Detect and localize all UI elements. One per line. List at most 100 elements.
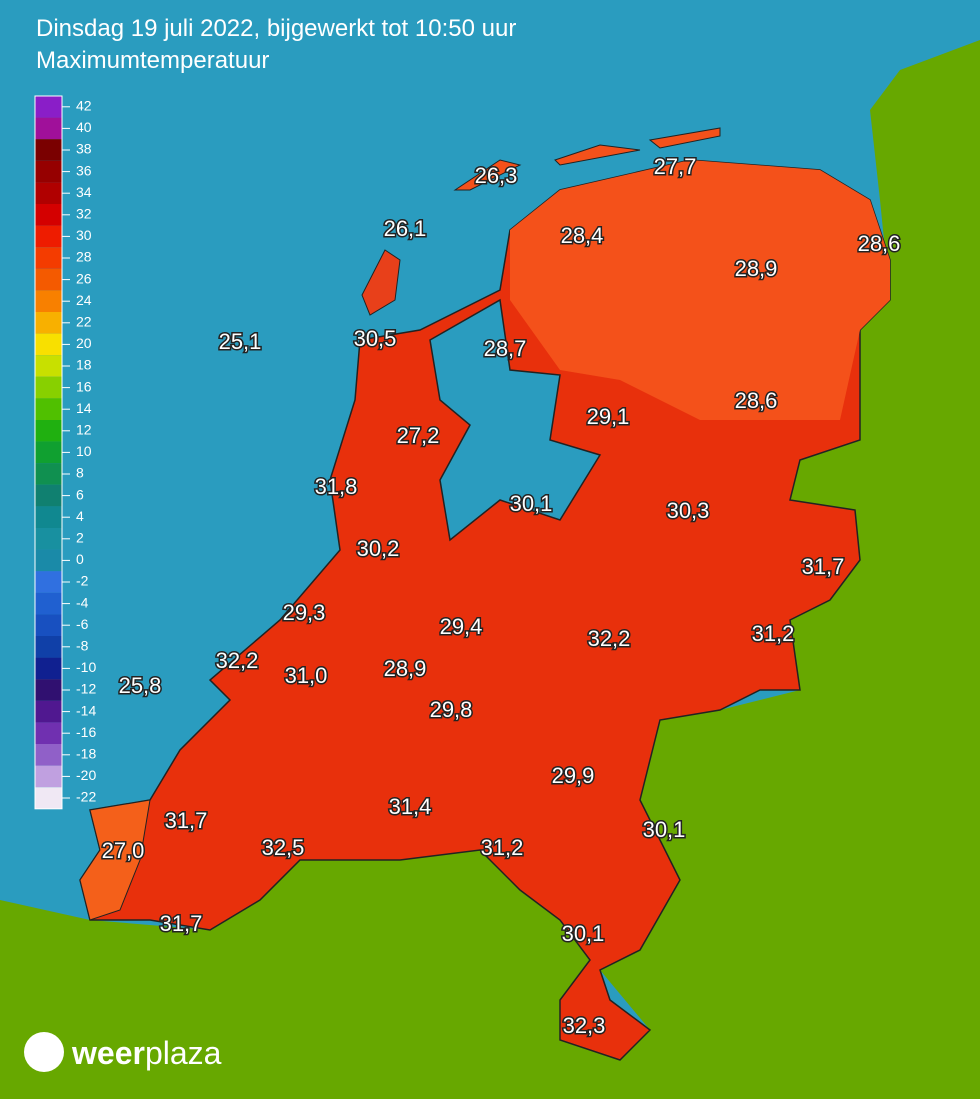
stations: 26,3 27,7 26,1 28,4 28,6 28,9 25,1 30,5 28,7 29,1…	[100, 152, 902, 1039]
legend-label: 36	[76, 162, 92, 178]
legend-swatch	[35, 549, 62, 572]
legend-frame	[34, 95, 63, 810]
legend-label: -8	[76, 638, 89, 654]
legend-label: -10	[76, 659, 96, 675]
legend-label: 8	[76, 465, 84, 481]
legend-swatch	[35, 398, 62, 420]
legend-swatch	[35, 290, 62, 312]
station-temperature: 28,6	[858, 231, 901, 256]
station-temperature: 29,3	[283, 600, 326, 625]
station-temperature: 28,9	[735, 256, 778, 281]
legend-swatch	[35, 679, 62, 701]
legend-label: 10	[76, 443, 92, 459]
legend-label: -12	[76, 681, 96, 697]
legend-label: -2	[76, 573, 89, 589]
legend-label: 14	[76, 400, 92, 416]
legend-label: 22	[76, 314, 92, 330]
zeeland-west	[79, 799, 151, 921]
station-temperature: 30,5	[354, 326, 397, 351]
logo-light: plaza	[145, 1035, 222, 1071]
station-temperature: 27,0	[102, 838, 145, 863]
title: Dinsdag 19 juli 2022, bijgewerkt tot 10:…	[36, 15, 516, 42]
station-temperature: 28,6	[735, 388, 778, 413]
legend-label: 12	[76, 422, 92, 438]
legend-swatch	[35, 657, 62, 680]
legend-swatch	[35, 268, 62, 291]
legend-swatch	[35, 744, 62, 766]
station-temperature: 30,1	[562, 921, 605, 946]
station-temperature: 31,2	[752, 621, 795, 646]
legend-swatch	[35, 204, 62, 226]
station-temperature: 31,7	[165, 808, 208, 833]
station-temperature: 30,1	[643, 817, 686, 842]
logo-bold: weer	[71, 1035, 145, 1071]
legend-label: 2	[76, 530, 84, 546]
legend-swatch	[35, 376, 62, 399]
station-temperature: 30,2	[357, 536, 400, 561]
station-temperature: 28,7	[484, 336, 527, 361]
station-temperature: 25,1	[219, 329, 262, 354]
legend-label: 28	[76, 249, 92, 265]
legend-swatch	[35, 592, 62, 615]
station-temperature: 28,9	[384, 656, 427, 681]
legend-label: -16	[76, 724, 96, 740]
island-vlieland	[453, 159, 522, 191]
legend-swatch	[35, 571, 62, 593]
legend-swatch	[35, 160, 62, 183]
logo: weerplaza	[71, 1035, 222, 1071]
legend-swatch	[35, 333, 62, 356]
station-temperature: 30,1	[510, 491, 553, 516]
legend-swatch	[35, 117, 62, 140]
station-temperature: 31,2	[481, 835, 524, 860]
station-temperature: 31,8	[315, 474, 358, 499]
land-neighbours	[0, 40, 980, 1099]
station-temperature: 27,2	[397, 423, 440, 448]
station-temperature: 29,8	[430, 697, 473, 722]
legend-swatch	[35, 182, 62, 204]
legend-label: -14	[76, 702, 96, 718]
legend-swatch	[35, 420, 62, 442]
legend-label: 24	[76, 292, 92, 308]
station-temperature: 29,9	[552, 763, 595, 788]
legend-swatch	[35, 700, 62, 723]
legend-label: 32	[76, 206, 92, 222]
station-temperature: 32,2	[216, 648, 259, 673]
island-ameland	[648, 127, 721, 149]
legend-label: 18	[76, 357, 92, 373]
north-region	[510, 160, 890, 420]
legend-swatch	[35, 636, 62, 658]
legend-label: 34	[76, 184, 92, 200]
legend-label: -20	[76, 767, 96, 783]
station-temperature: 29,4	[440, 614, 483, 639]
island-terschelling	[554, 144, 641, 166]
legend-label: 40	[76, 119, 92, 135]
station-temperature: 28,4	[561, 223, 604, 248]
station-temperature: 31,7	[160, 911, 203, 936]
station-temperature: 32,2	[588, 626, 631, 651]
legend-swatch	[35, 484, 62, 507]
island-texel	[361, 249, 401, 316]
station-temperature: 29,1	[587, 404, 630, 429]
subtitle: Maximumtemperatuur	[36, 47, 269, 74]
station-temperature: 31,0	[285, 663, 328, 688]
ijsselmeer	[429, 298, 602, 542]
station-temperature: 32,5	[262, 835, 305, 860]
legend-swatch	[35, 355, 62, 377]
legend-swatch	[35, 765, 62, 788]
station-temperature: 27,7	[654, 154, 697, 179]
legend-swatch	[35, 722, 62, 744]
legend-swatch	[35, 787, 62, 809]
legend-swatch	[35, 96, 62, 118]
legend-label: 6	[76, 486, 84, 502]
station-temperature: 31,7	[802, 554, 845, 579]
station-temperature: 32,3	[563, 1013, 606, 1038]
legend-swatch	[35, 614, 62, 636]
legend-label: 30	[76, 227, 92, 243]
legend-swatch	[35, 441, 62, 464]
station-temperature: 26,1	[384, 216, 427, 241]
legend-label: -18	[76, 746, 96, 762]
legend-label: -6	[76, 616, 89, 632]
legend-label: 20	[76, 335, 92, 351]
